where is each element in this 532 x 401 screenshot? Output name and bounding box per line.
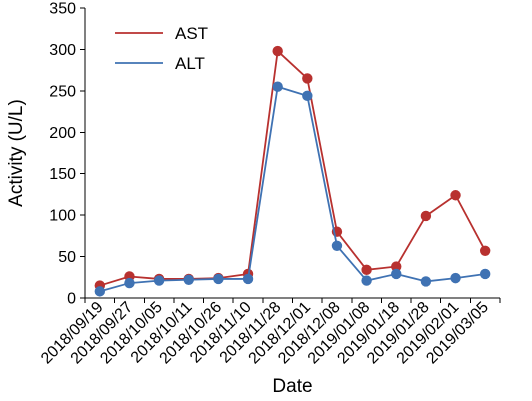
legend: AST ALT <box>115 24 208 73</box>
y-tick-label: 0 <box>67 291 76 308</box>
data-point-alt <box>242 273 254 285</box>
y-tick-label: 350 <box>49 1 76 18</box>
series-ast <box>94 45 491 291</box>
y-tick-label: 250 <box>49 83 76 100</box>
data-point-ast <box>361 264 372 276</box>
data-point-ast <box>479 245 491 256</box>
y-tick-label: 50 <box>58 249 76 266</box>
data-point-alt <box>272 81 283 92</box>
data-point-ast <box>420 210 432 222</box>
y-axis-title: Activity (U/L) <box>6 99 27 207</box>
series-alt <box>94 81 491 297</box>
data-point-alt <box>479 268 491 280</box>
x-axis: 2018/09/192018/09/272018/10/052018/10/11… <box>38 297 501 367</box>
data-point-alt <box>302 90 313 102</box>
data-point-alt <box>153 275 165 286</box>
series-line-alt <box>99 85 486 293</box>
y-tick-label: 100 <box>49 208 76 225</box>
data-point-alt <box>420 276 432 287</box>
data-point-alt <box>94 286 106 297</box>
data-point-alt <box>124 277 135 289</box>
data-point-alt <box>183 274 194 285</box>
series-line-ast <box>99 50 486 287</box>
data-point-alt <box>450 272 461 284</box>
y-tick-label: 150 <box>49 166 76 183</box>
series-group <box>94 45 491 297</box>
legend-label-ast: AST <box>175 24 208 43</box>
data-point-ast <box>302 73 313 84</box>
data-point-alt <box>391 268 402 280</box>
x-axis-title: Date <box>272 376 312 397</box>
legend-label-alt: ALT <box>175 54 205 73</box>
data-point-alt <box>331 240 343 251</box>
data-point-ast <box>272 45 283 57</box>
y-axis: 0 50 100 150 200 250 300 350 <box>49 1 86 308</box>
y-tick-label: 200 <box>49 125 76 142</box>
data-point-ast <box>450 190 461 201</box>
data-point-alt <box>213 273 224 285</box>
data-point-ast <box>391 261 402 272</box>
y-tick-label: 300 <box>49 42 76 59</box>
data-point-alt <box>361 275 372 286</box>
